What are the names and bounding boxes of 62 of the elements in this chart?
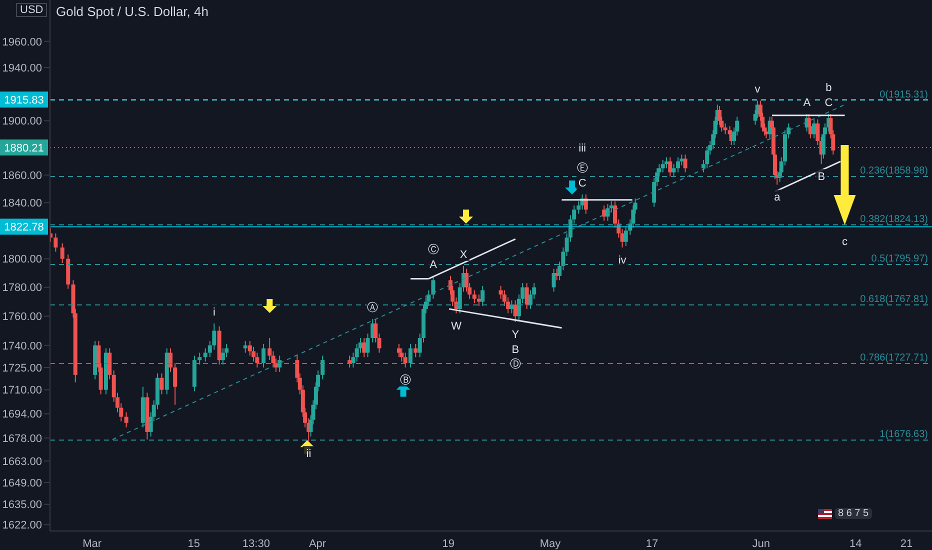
x-tick-label: 21 xyxy=(900,538,913,550)
ref-line-label: 0.786(1727.71) xyxy=(860,352,928,364)
y-tick-label: 1649.00 xyxy=(2,477,42,490)
annotation: B xyxy=(512,344,520,356)
annotation: W xyxy=(451,320,462,332)
annotation: B xyxy=(818,171,826,184)
annotation: v xyxy=(754,84,761,96)
y-tick-label: 1900.00 xyxy=(2,116,42,128)
y-tick-label: 1800.00 xyxy=(2,254,42,266)
x-tick-label: Mar xyxy=(82,538,102,550)
annotation: iii xyxy=(578,142,586,154)
annotation: Y xyxy=(512,329,520,341)
annotation: c xyxy=(842,236,848,248)
annotation: Ⓓ xyxy=(510,357,521,370)
ref-line-label: 1(1676.63) xyxy=(880,429,928,440)
y-tick-label: 1960.00 xyxy=(2,36,42,48)
annotation: iv xyxy=(618,254,627,266)
y-tick-label: 1678.00 xyxy=(2,432,42,445)
annotation: X xyxy=(460,248,468,261)
x-tick-label: Jun xyxy=(752,538,770,550)
ref-line-label: 0.618(1767.81) xyxy=(860,294,928,305)
annotation: a xyxy=(774,192,782,204)
y-tick-label: 1760.00 xyxy=(2,311,42,324)
annotation: Ⓐ xyxy=(367,301,378,314)
x-tick-label: 19 xyxy=(442,538,455,550)
y-tick-label: 1725.00 xyxy=(2,362,42,374)
ref-line-label: 1880.21 xyxy=(4,142,44,154)
x-tick-label: May xyxy=(540,538,562,550)
annotation: A xyxy=(430,258,438,271)
ref-line-label: 0.382(1824.13) xyxy=(860,214,928,225)
y-tick-label: 1635.00 xyxy=(2,499,42,512)
annotation: C xyxy=(578,177,586,190)
ref-line-label: 0.236(1858.98) xyxy=(860,165,928,176)
y-axis-title: USD xyxy=(16,3,48,17)
annotation: ii xyxy=(306,448,312,460)
annotation: Ⓔ xyxy=(576,161,588,174)
ref-line-label: 1915.83 xyxy=(4,94,44,107)
ref-line-label: 0(1915.31) xyxy=(880,89,928,100)
annotation: Ⓒ xyxy=(428,242,439,256)
x-tick-label: 17 xyxy=(646,538,658,550)
x-tick-label: Apr xyxy=(308,538,326,550)
annotation: b xyxy=(826,82,832,94)
y-tick-label: 1663.00 xyxy=(2,456,42,468)
y-tick-label: 1740.00 xyxy=(2,340,42,352)
chart-title: Gold Spot / U.S. Dollar, 4h xyxy=(56,4,208,19)
annotation: Ⓑ xyxy=(400,373,411,386)
x-tick-label: 14 xyxy=(850,538,862,550)
annotation: 8 6 7 5 xyxy=(835,508,872,519)
y-tick-label: 1940.00 xyxy=(2,62,42,74)
y-tick-label: 1710.00 xyxy=(2,384,42,397)
annotation: i xyxy=(212,306,216,318)
ref-line-label: 1822.78 xyxy=(4,222,44,234)
y-tick-label: 1694.00 xyxy=(2,408,42,421)
annotation: C xyxy=(824,97,833,110)
annotation: A xyxy=(803,97,812,110)
x-tick-label: 13:30 xyxy=(242,538,270,550)
ref-line-label: 0.5(1795.97) xyxy=(871,254,928,265)
x-tick-label: 15 xyxy=(188,538,200,550)
y-tick-label: 1780.00 xyxy=(2,282,42,294)
y-tick-label: 1622.00 xyxy=(2,520,42,532)
y-tick-label: 1860.00 xyxy=(2,170,42,182)
y-tick-label: 1840.00 xyxy=(2,198,42,210)
